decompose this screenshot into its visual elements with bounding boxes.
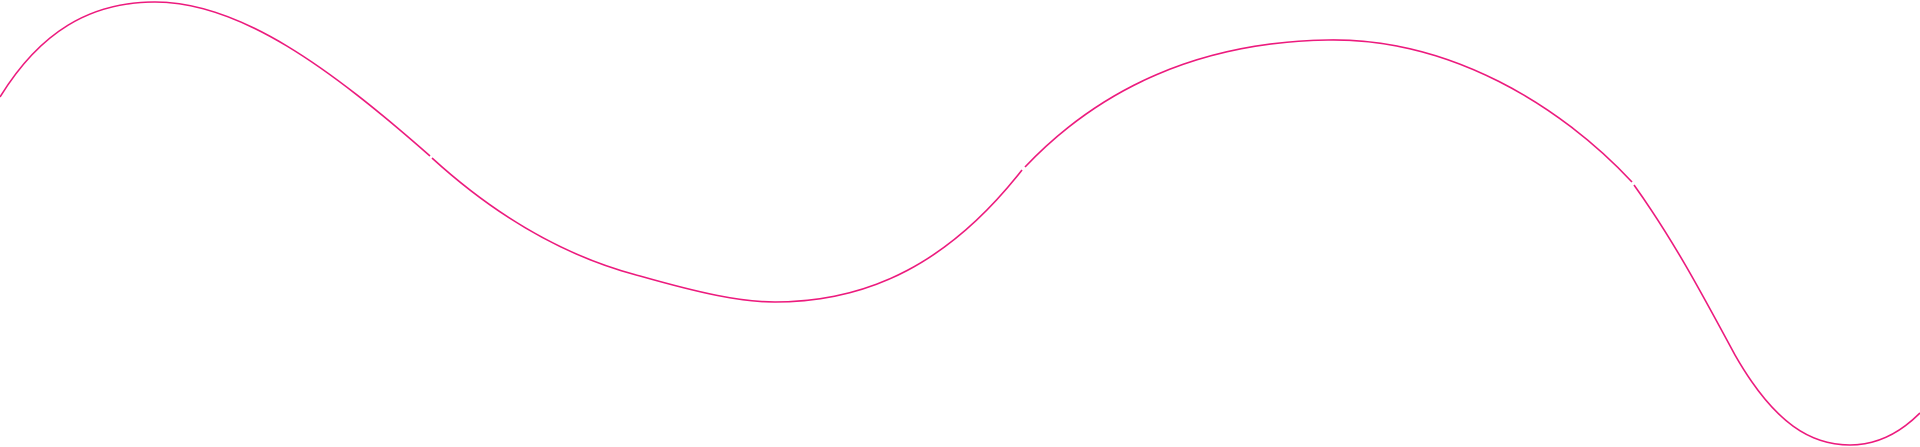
wave-segment-2 xyxy=(431,157,1023,303)
wave-segment-1 xyxy=(0,1,431,157)
wave-segment-3 xyxy=(1024,39,1633,183)
wave-segment-4 xyxy=(1633,184,1920,446)
